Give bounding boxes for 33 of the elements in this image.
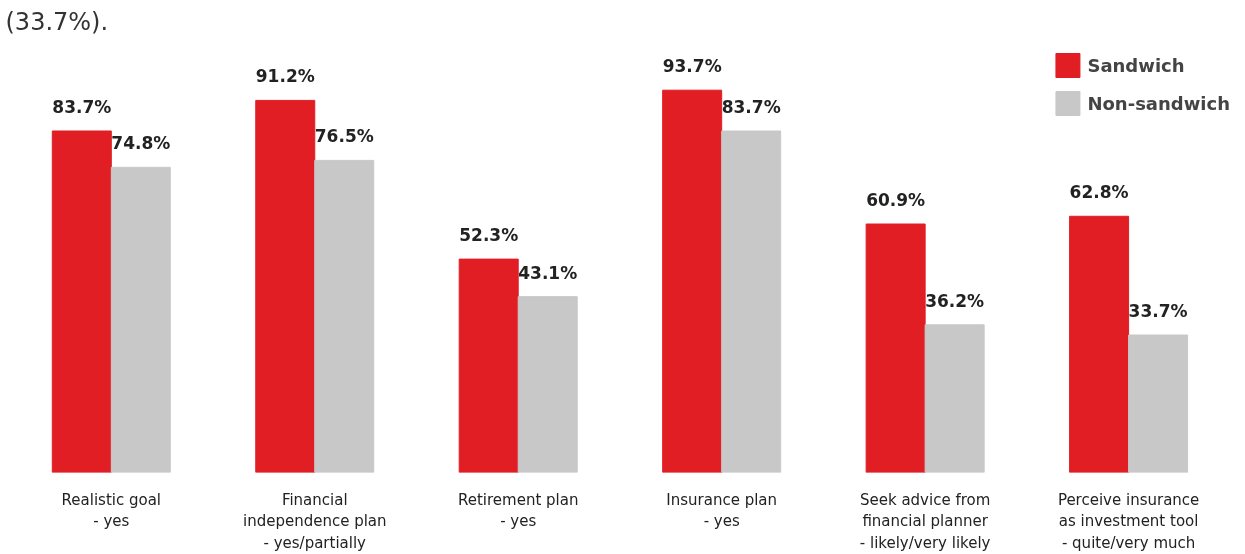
data-label: 91.2% [255, 66, 315, 87]
x-tick-label: Insurance plan - yes [666, 490, 778, 531]
data-label: 93.7% [662, 56, 722, 77]
x-tick-label: Realistic goal - yes [61, 490, 162, 531]
x-tick-label: Retirement plan - yes [457, 490, 579, 531]
data-label: 36.2% [925, 290, 985, 311]
data-label: 76.5% [314, 126, 374, 147]
bar [110, 166, 171, 473]
bar [865, 223, 926, 473]
bar [314, 159, 375, 473]
x-tick-label: Seek advice from financial planner - likely/very likely [859, 490, 991, 552]
legend-label: Non-sandwich [1087, 92, 1230, 114]
data-label: 33.7% [1128, 301, 1188, 321]
data-label: 43.1% [518, 262, 578, 283]
data-label: 62.8% [1069, 182, 1129, 203]
bar [721, 130, 782, 473]
bar [1128, 334, 1189, 473]
bar [255, 99, 316, 473]
bar [662, 89, 723, 473]
legend-label: Sandwich [1087, 54, 1185, 76]
data-label: 83.7% [52, 97, 112, 117]
data-label: 83.7% [721, 97, 781, 117]
x-tick-label: Perceive insurance as investment tool - quite/very much [1057, 490, 1200, 552]
bar [51, 130, 112, 473]
bar [517, 296, 578, 473]
text: (33.7%). [5, 7, 109, 36]
x-tick-label: Financial independence plan - yes/partially [242, 490, 387, 552]
bar [458, 258, 519, 473]
bar [924, 324, 985, 473]
data-label: 52.3% [459, 225, 519, 246]
data-label: 60.9% [866, 190, 926, 211]
data-label: 74.8% [111, 133, 171, 154]
bar [1069, 215, 1130, 473]
